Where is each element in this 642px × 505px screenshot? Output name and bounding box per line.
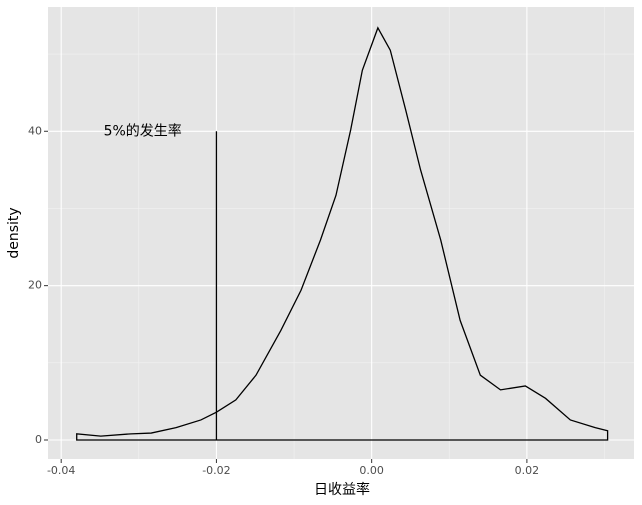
x-tick-label: 0.02	[515, 464, 540, 477]
x-tick-label: -0.04	[47, 464, 75, 477]
y-tick-label: 40	[28, 124, 42, 137]
x-tick-label: -0.02	[202, 464, 230, 477]
y-axis-title: density	[6, 207, 22, 258]
x-axis-title: 日收益率	[314, 481, 370, 498]
density-curve	[76, 26, 609, 441]
annotation: 5%的发生率	[104, 122, 182, 139]
y-tick-label: 20	[28, 279, 42, 292]
x-tick-label: 0.00	[359, 464, 384, 477]
panel	[48, 7, 634, 459]
y-tick-label: 0	[35, 433, 42, 446]
